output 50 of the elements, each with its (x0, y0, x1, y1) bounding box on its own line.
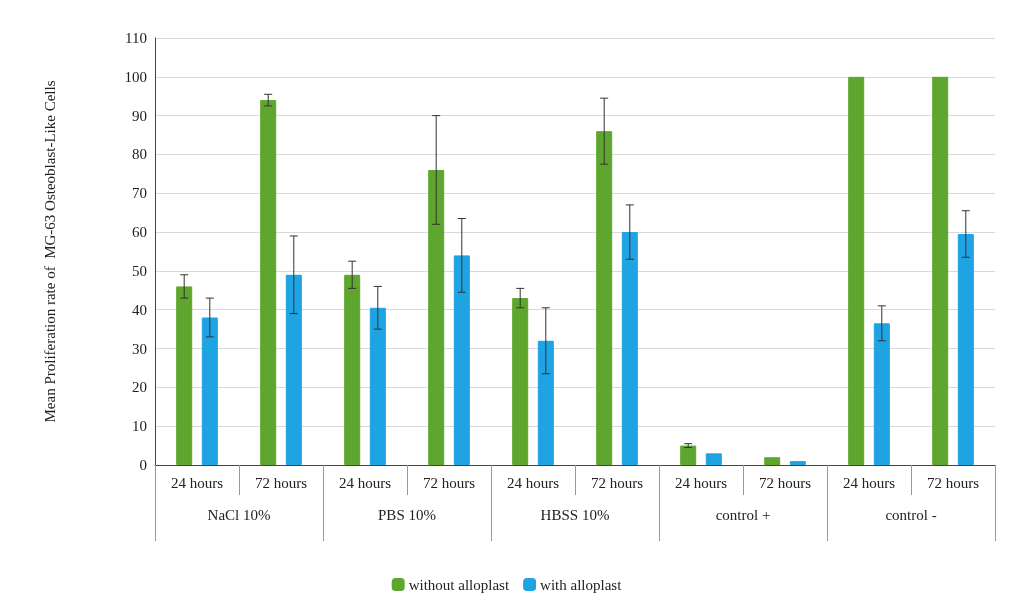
x-tick-label: 24 hours (338, 474, 392, 491)
bar (176, 286, 193, 465)
x-tick-label: 24 hours (506, 474, 560, 491)
bar (764, 457, 781, 465)
y-axis-title: Mean Proliferation rate of MG-63 Osteoblast-Like Cells (42, 80, 58, 423)
y-tick-label: 50 (132, 262, 147, 279)
bar (596, 131, 613, 465)
text: PBS 10% (378, 506, 436, 523)
x-tick-label: 72 hours (590, 474, 644, 491)
bar (873, 323, 890, 465)
x-tick-label: 72 hours (422, 474, 476, 491)
x-tick-label: 72 hours (758, 474, 812, 491)
bar (932, 76, 949, 465)
bar (428, 169, 445, 465)
x-tick-label: 72 hours (926, 474, 980, 491)
bar (285, 274, 302, 465)
text: control - (885, 506, 937, 523)
bar (344, 274, 361, 465)
legend-label: without alloplast (408, 576, 510, 593)
text: NaCl 10% (207, 506, 271, 523)
bar (848, 76, 865, 465)
x-tick-label: 24 hours (842, 474, 896, 491)
bar (260, 100, 277, 465)
y-tick-label: 110 (125, 30, 147, 46)
y-tick-label: 0 (139, 457, 147, 473)
y-tick-label: 60 (132, 224, 147, 241)
y-tick-label: 90 (132, 107, 147, 124)
y-tick-label: 30 (132, 340, 147, 357)
x-tick-label: 24 hours (674, 474, 728, 491)
y-tick-label: 40 (132, 301, 147, 318)
bar (680, 445, 697, 465)
y-tick-label: 10 (132, 418, 147, 435)
legend-label: with alloplast (540, 576, 623, 593)
bar (621, 232, 638, 465)
bar (201, 317, 218, 465)
bar (512, 298, 529, 465)
bar (789, 461, 806, 465)
y-tick-label: 100 (124, 68, 147, 85)
text: HBSS 10% (540, 506, 610, 523)
y-tick-label: 70 (132, 185, 147, 202)
bar (705, 453, 722, 465)
x-tick-label: 72 hours (254, 474, 308, 491)
bar (957, 234, 974, 465)
x-tick-label: 24 hours (170, 474, 224, 491)
y-tick-label: 80 (132, 146, 147, 163)
y-tick-label: 20 (132, 379, 147, 396)
bar (453, 255, 470, 465)
bar (537, 340, 554, 465)
text: control + (715, 506, 771, 523)
bar (369, 307, 386, 465)
